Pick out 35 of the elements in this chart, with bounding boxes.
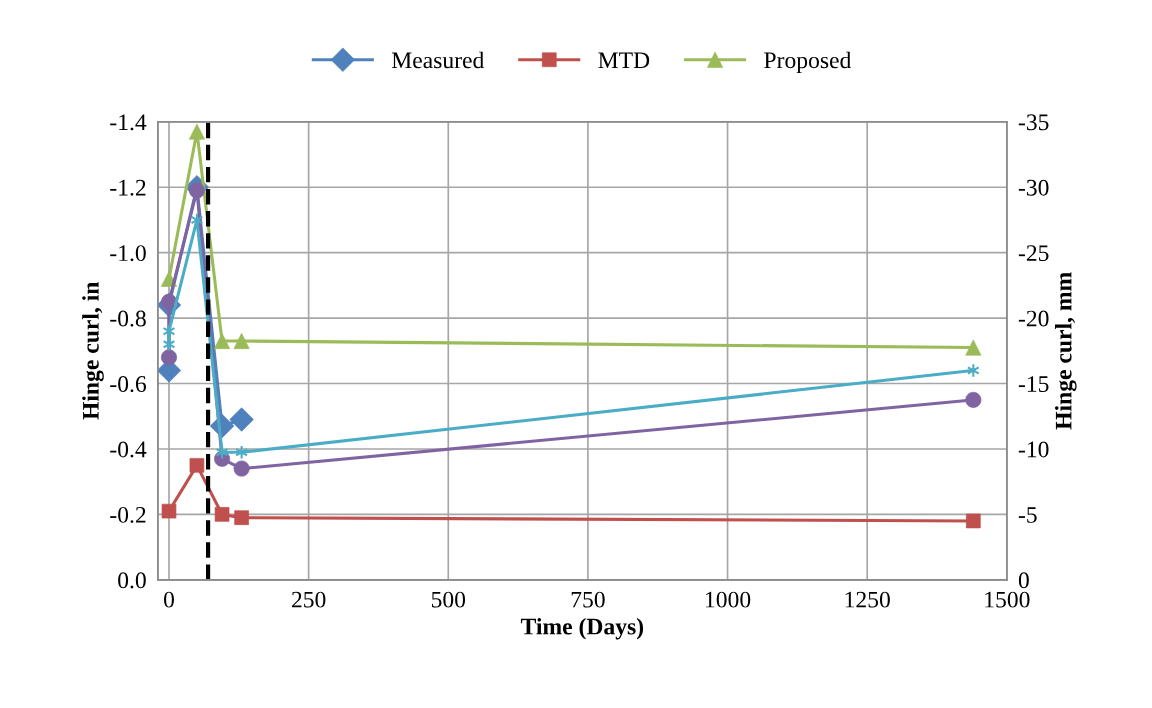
x-tick-label: 1500 — [985, 591, 1030, 608]
y-tick-label: -1.4 — [110, 114, 147, 131]
y-tick-label: -0.8 — [110, 310, 146, 327]
x-tick-label: 1000 — [706, 591, 751, 608]
legend-label: Proposed — [764, 51, 852, 74]
y2-tick-label: -30 — [1018, 179, 1049, 196]
y2-tick-label: -20 — [1018, 310, 1049, 327]
y2-tick-label: -10 — [1018, 441, 1049, 458]
x-tick-label: 250 — [291, 591, 326, 608]
y2-axis-title: Hinge curl, mm — [1054, 272, 1077, 430]
x-tick-label: 0 — [163, 591, 174, 608]
y-tick-label: -0.4 — [110, 441, 147, 458]
legend-label: MTD — [598, 52, 650, 69]
y-tick-label: 0.0 — [118, 572, 146, 589]
x-axis-title: Time (Days) — [520, 617, 644, 640]
y2-tick-label: -15 — [1018, 376, 1049, 392]
point — [189, 458, 205, 473]
y-axis-title: Hinge curl, in — [82, 281, 104, 420]
point — [214, 507, 230, 522]
y-tick-label: -1.2 — [110, 179, 146, 196]
legend-label: Measured — [391, 51, 485, 69]
point — [161, 503, 177, 519]
y2-tick-label: -5 — [1018, 507, 1037, 523]
y2-tick-label: 0 — [1018, 572, 1029, 589]
x-tick-label: 1250 — [845, 591, 890, 608]
point — [233, 460, 250, 477]
point — [214, 333, 231, 349]
y-tick-label: -1.0 — [110, 245, 146, 262]
point — [233, 333, 250, 349]
y2-tick-label: -25 — [1018, 245, 1049, 262]
y-tick-label: -0.2 — [110, 506, 146, 523]
x-tick-label: 500 — [431, 591, 466, 608]
x-tick-label: 750 — [571, 591, 605, 608]
y2-tick-label: -35 — [1018, 114, 1049, 131]
y-tick-label: -0.6 — [110, 376, 147, 393]
